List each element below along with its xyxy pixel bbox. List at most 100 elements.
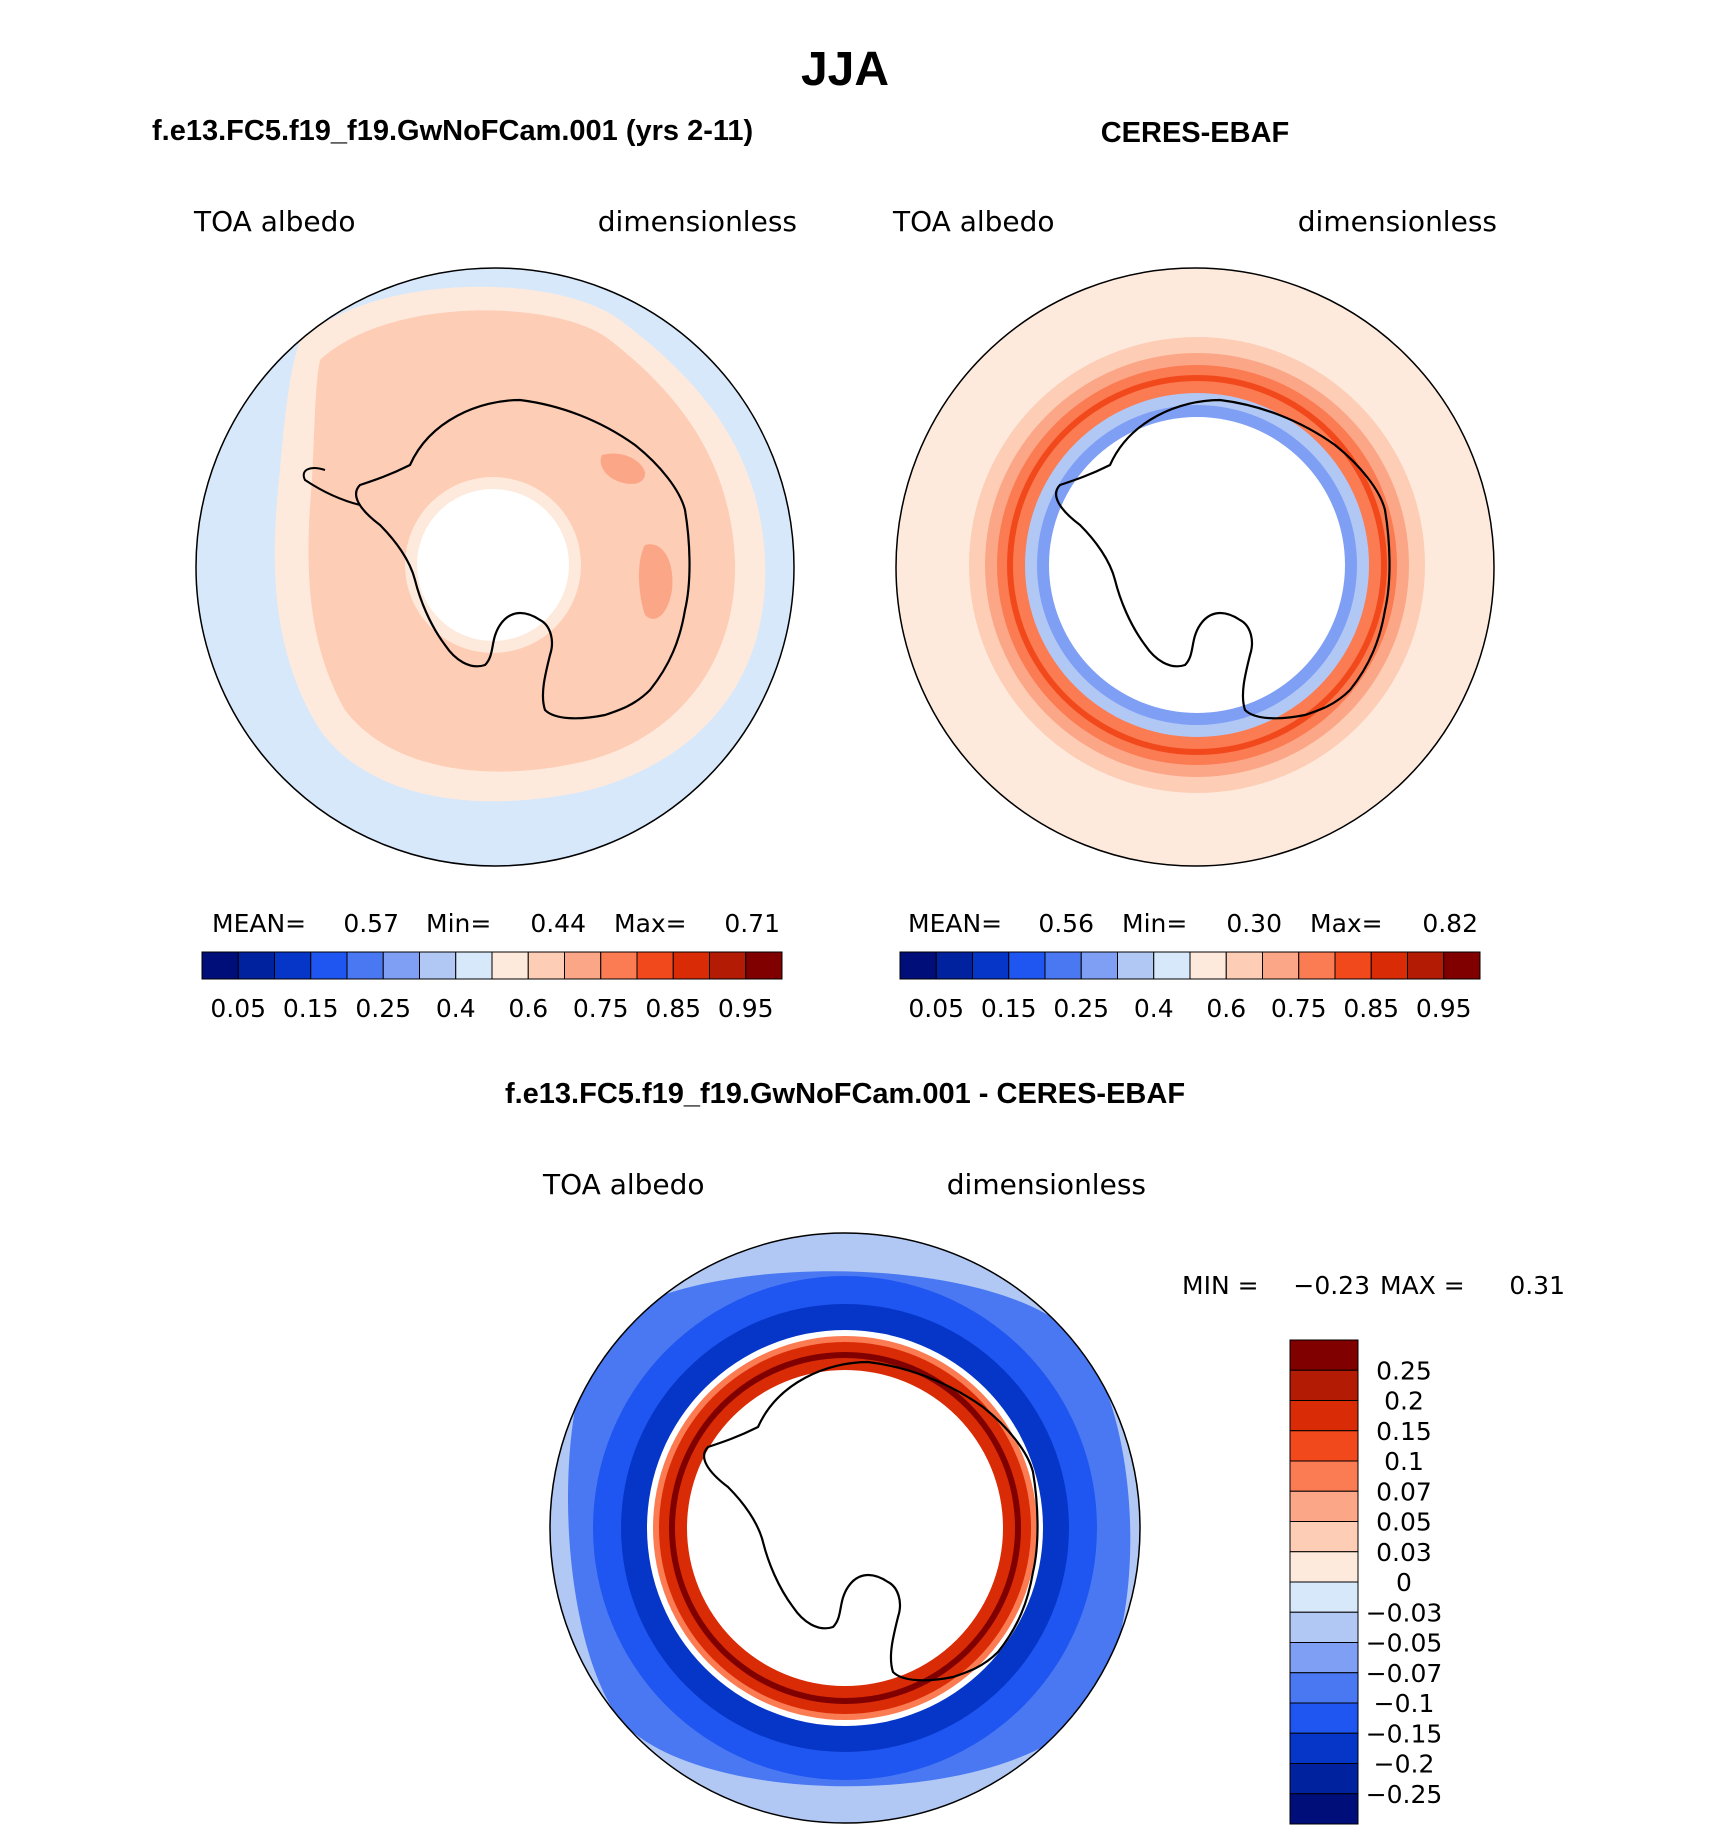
model-pole-missing [417,489,569,641]
season-title: JJA [801,43,889,96]
colorbar-tick-label: 0.2 [1384,1387,1424,1416]
colorbar-swatch [1225,951,1263,980]
obs-mean-value: 0.56 [1038,909,1094,938]
colorbar-tick-label: 0.15 [283,994,339,1023]
colorbar-swatch [672,951,710,980]
colorbar-swatch [274,951,312,980]
colorbar-tick-label: 0.95 [718,994,774,1023]
colorbar-swatch [564,951,602,980]
colorbar-swatch [382,951,420,980]
colorbar-swatch [1289,1339,1359,1371]
colorbar-tick-label: 0.75 [573,994,629,1023]
colorbar-swatch [1289,1400,1359,1432]
colorbar-tick-label: −0.25 [1366,1780,1443,1809]
colorbar-swatch [1289,1581,1359,1613]
model-map-border [195,267,795,867]
model-units-label: dimensionless [598,205,797,238]
colorbar-swatch [310,951,348,980]
colorbar-swatch [972,951,1010,980]
model-high-patch [638,544,673,619]
colorbar-swatch [1298,951,1336,980]
colorbar-swatch [745,951,783,980]
colorbar-tick-label: 0 [1396,1568,1412,1597]
colorbar-swatch [1289,1369,1359,1401]
model-min-label: Min= [426,909,491,938]
diff-stats: MIN = −0.23 MAX = 0.31 [1182,1271,1565,1300]
colorbar-tick-label: 0.25 [355,994,411,1023]
colorbar-tick-label: −0.2 [1374,1750,1435,1779]
obs-map-border [895,267,1495,867]
colorbar-tick-label: 0.05 [908,994,964,1023]
colorbar-tick-label: 0.15 [981,994,1037,1023]
colorbar-tick-label: −0.1 [1374,1689,1435,1718]
diff-min-label: MIN = [1182,1271,1259,1300]
obs-max-value: 0.82 [1422,909,1478,938]
model-mean-value: 0.57 [343,909,399,938]
colorbar-tick-label: 0.85 [1343,994,1399,1023]
colorbar-swatch [237,951,275,980]
diff-max-value: 0.31 [1509,1271,1565,1300]
model-map [196,268,794,866]
colorbar-swatch [1289,1551,1359,1583]
colorbar-swatch [636,951,674,980]
model-mean-label: MEAN= [212,909,306,938]
colorbar-swatch [1289,1672,1359,1704]
colorbar-swatch [1289,1430,1359,1462]
model-colorbar: 0.05 0.15 0.25 0.4 0.6 0.75 0.85 0.95 [201,951,783,1023]
obs-mean-label: MEAN= [908,909,1002,938]
colorbar-tick-label: 0.4 [1134,994,1174,1023]
diff-map [550,1233,1140,1823]
colorbar-swatch [935,951,973,980]
colorbar-tick-label: 0.05 [1376,1508,1432,1537]
colorbar-tick-label: −0.15 [1366,1719,1443,1748]
colorbar-swatch [527,951,565,980]
obs-units-label: dimensionless [1298,205,1497,238]
model-case-title: f.e13.FC5.f19_f19.GwNoFCam.001 (yrs 2-11… [152,115,753,147]
diff-max-label: MAX = [1380,1271,1465,1300]
colorbar-swatch [455,951,493,980]
colorbar-tick-label: 0.4 [436,994,476,1023]
diff-variable-label: TOA albedo [542,1168,705,1201]
model-min-value: 0.44 [530,909,586,938]
colorbar-tick-label: 0.07 [1376,1477,1432,1506]
obs-stats: MEAN= 0.56 Min= 0.30 Max= 0.82 [908,909,1478,938]
diff-pole-missing [687,1370,1003,1686]
colorbar-swatch [1044,951,1082,980]
colorbar-tick-label: −0.05 [1366,1629,1443,1658]
diff-units-label: dimensionless [947,1168,1146,1201]
model-stats: MEAN= 0.57 Min= 0.44 Max= 0.71 [212,909,780,938]
colorbar-tick-label: −0.03 [1366,1598,1443,1627]
colorbar-swatch [201,951,239,980]
colorbar-tick-label: 0.03 [1376,1538,1432,1567]
obs-map [896,268,1494,866]
colorbar-swatch [491,951,529,980]
colorbar-swatch [1443,951,1481,980]
diff-min-value: −0.23 [1293,1271,1370,1300]
diff-map-border [549,1232,1141,1824]
colorbar-tick-label: 0.95 [1416,994,1472,1023]
colorbar-tick-label: 0.15 [1376,1417,1432,1446]
colorbar-swatch [1407,951,1445,980]
colorbar-tick-label: 0.6 [508,994,548,1023]
colorbar-swatch [1289,1611,1359,1643]
colorbar-tick-label: 0.25 [1376,1356,1432,1385]
colorbar-swatch [1189,951,1227,980]
obs-pole-missing [1049,417,1345,713]
colorbar-tick-label: 0.6 [1206,994,1246,1023]
diff-title: f.e13.FC5.f19_f19.GwNoFCam.001 - CERES-E… [505,1078,1185,1110]
colorbar-swatch [1334,951,1372,980]
colorbar-swatch [1289,1702,1359,1734]
obs-colorbar: 0.05 0.15 0.25 0.4 0.6 0.75 0.85 0.95 [899,951,1481,1023]
obs-variable-label: TOA albedo [892,205,1055,238]
colorbar-swatch [346,951,384,980]
diff-colorbar: 0.250.20.150.10.070.050.030−0.03−0.05−0.… [1289,1339,1443,1825]
colorbar-swatch [1289,1642,1359,1674]
colorbar-swatch [1289,1793,1359,1825]
colorbar-swatch [419,951,457,980]
colorbar-swatch [899,951,937,980]
colorbar-swatch [1289,1490,1359,1522]
colorbar-tick-label: 0.25 [1053,994,1109,1023]
colorbar-tick-label: 0.05 [210,994,266,1023]
